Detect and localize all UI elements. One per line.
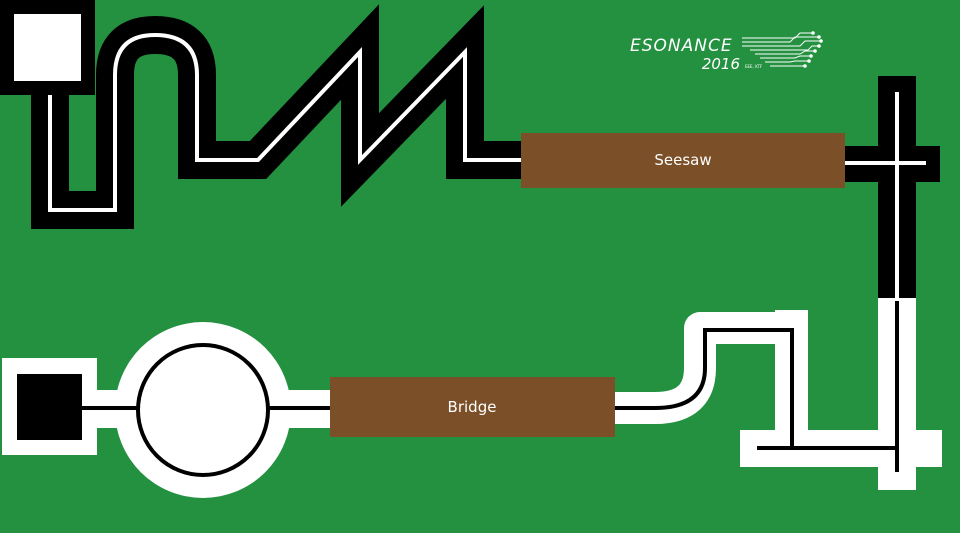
logo-year: 2016 <box>702 55 740 73</box>
right-track <box>840 76 940 301</box>
upper-track-line <box>48 32 525 212</box>
upper-track <box>31 4 525 229</box>
circuit-traces-icon <box>742 32 820 67</box>
seesaw-label: Seesaw <box>654 151 711 169</box>
seesaw-obstacle: Seesaw <box>521 133 845 188</box>
lower-track <box>2 298 942 498</box>
start-zone-white <box>14 14 81 81</box>
logo-tagline: EEE, KTF <box>745 64 763 69</box>
bridge-label: Bridge <box>448 398 497 416</box>
event-logo: ESONANCE 2016 EEE, KTF <box>630 31 823 73</box>
logo-name: ESONANCE <box>630 36 733 56</box>
circuit-nodes-icon <box>803 31 823 68</box>
bridge-plank <box>330 377 615 437</box>
circle-zone-ring <box>136 343 270 477</box>
seesaw-plank <box>521 133 845 188</box>
bridge-obstacle: Bridge <box>330 377 615 437</box>
end-zone-black <box>17 374 82 440</box>
lower-track-curve-line <box>612 328 794 448</box>
